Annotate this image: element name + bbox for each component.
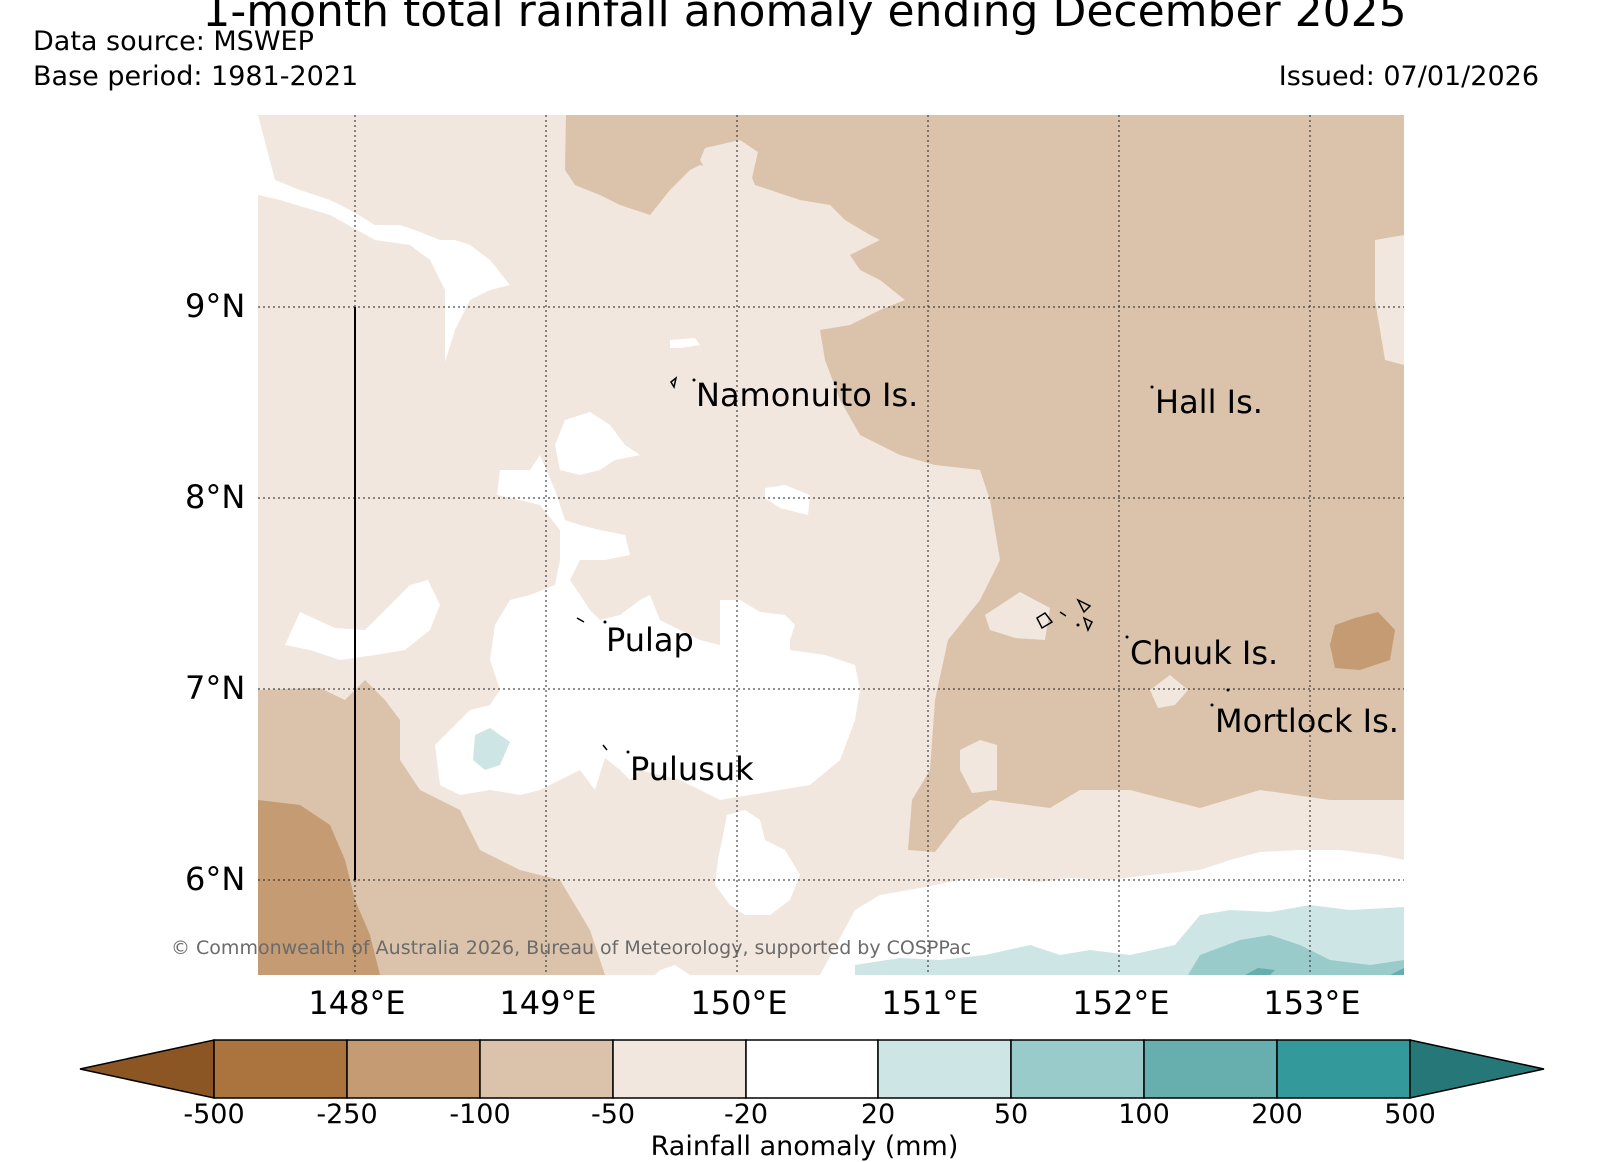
lon-label-148e: 148°E bbox=[308, 984, 406, 1022]
contour-band-near-normal-north-blob bbox=[555, 412, 640, 475]
contour-band-near-normal-west-blob bbox=[285, 580, 440, 660]
pulap-dot bbox=[603, 620, 607, 624]
contour-band-minus50-pocket bbox=[700, 140, 758, 186]
base-period-label: Base period: 1981-2021 bbox=[33, 61, 359, 92]
colorbar-tick: -100 bbox=[449, 1099, 511, 1130]
map-title: 1-month total rainfall anomaly ending De… bbox=[202, 0, 1407, 37]
colorbar-label: Rainfall anomaly (mm) bbox=[650, 1131, 959, 1162]
contour-band-minus50-chuuk-small bbox=[1150, 675, 1188, 708]
place-label-namonuito: Namonuito Is. bbox=[696, 376, 919, 414]
contour-band-minus250-east bbox=[1330, 612, 1395, 670]
contour-band-near-normal-south bbox=[715, 810, 800, 915]
contour-band-minus50-south-pocket bbox=[960, 740, 997, 793]
mortlock-dot bbox=[1210, 703, 1214, 707]
namonuito-dot bbox=[692, 378, 696, 382]
colorbar-extend-high bbox=[1409, 1039, 1545, 1099]
colorbar-tick: -20 bbox=[723, 1099, 769, 1130]
contour-band-plus100-edge bbox=[1390, 968, 1404, 975]
colorbar-tick: 200 bbox=[1251, 1099, 1303, 1130]
lat-label-7n: 7°N bbox=[185, 669, 246, 707]
lat-label-9n: 9°N bbox=[185, 287, 246, 325]
colorbar-tick: 20 bbox=[860, 1099, 896, 1130]
hall-dot bbox=[1150, 385, 1154, 389]
lat-label-8n: 8°N bbox=[185, 478, 246, 516]
chuuk-outline bbox=[1036, 598, 1094, 632]
colorbar-bin-2 bbox=[346, 1039, 481, 1099]
lat-label-6n: 6°N bbox=[185, 860, 246, 898]
colorbar-tick: 100 bbox=[1118, 1099, 1170, 1130]
colorbar-bin-8 bbox=[1143, 1039, 1278, 1099]
contour-band-minus250-southwest bbox=[258, 800, 380, 975]
colorbar-bin-4 bbox=[612, 1039, 747, 1099]
colorbar-bin-9 bbox=[1276, 1039, 1411, 1099]
contour-band-minus100-north bbox=[565, 115, 1404, 852]
place-label-mortlock: Mortlock Is. bbox=[1215, 702, 1399, 740]
contour-band-plus100-southeast bbox=[1245, 968, 1275, 975]
pulusuk-outline bbox=[602, 744, 608, 751]
pulap-outline bbox=[576, 617, 585, 623]
copyright-notice: © Commonwealth of Australia 2026, Bureau… bbox=[171, 937, 972, 959]
place-label-chuuk: Chuuk Is. bbox=[1130, 634, 1279, 672]
place-label-pulusuk: Pulusuk bbox=[630, 750, 754, 788]
lon-label-152e: 152°E bbox=[1072, 984, 1170, 1022]
colorbar-bin-1 bbox=[213, 1039, 348, 1099]
lon-label-150e: 150°E bbox=[690, 984, 788, 1022]
colorbar-tick: -500 bbox=[183, 1099, 245, 1130]
colorbar-tick: -50 bbox=[590, 1099, 636, 1130]
chuuk-dot-2 bbox=[1076, 623, 1080, 627]
contour-band-near-normal-east-strip bbox=[765, 485, 810, 515]
colorbar-tick: 500 bbox=[1384, 1099, 1436, 1130]
rainfall-anomaly-contours bbox=[258, 115, 1404, 975]
colorbar-extend-low bbox=[79, 1039, 215, 1099]
contour-band-near-normal-bottom bbox=[655, 965, 690, 975]
place-label-hall: Hall Is. bbox=[1155, 383, 1263, 421]
island-dots bbox=[603, 378, 1230, 754]
island-outlines bbox=[576, 376, 1094, 751]
colorbar-bin-3 bbox=[479, 1039, 614, 1099]
lon-label-149e: 149°E bbox=[499, 984, 597, 1022]
contour-band-minus50-chuuk bbox=[985, 592, 1050, 640]
data-source-label: Data source: MSWEP bbox=[33, 26, 314, 57]
colorbar-bin-6 bbox=[877, 1039, 1012, 1099]
contour-band-plus20-west bbox=[473, 728, 510, 770]
lon-label-153e: 153°E bbox=[1263, 984, 1361, 1022]
place-label-pulap: Pulap bbox=[606, 621, 694, 659]
colorbar-bin-7 bbox=[1010, 1039, 1145, 1099]
contour-band-minus50-east bbox=[1375, 235, 1404, 365]
colorbar bbox=[79, 1039, 1545, 1099]
pulusuk-dot bbox=[626, 750, 630, 754]
colorbar-tick: 50 bbox=[993, 1099, 1029, 1130]
issued-date-label: Issued: 07/01/2026 bbox=[1278, 61, 1539, 92]
lon-label-151e: 151°E bbox=[881, 984, 979, 1022]
contour-band-near-normal-small-north bbox=[670, 338, 700, 348]
contour-band-near-normal-northwest bbox=[258, 115, 510, 362]
mortlock-dot-2 bbox=[1226, 688, 1230, 692]
contour-band-plus50-southeast bbox=[1188, 935, 1404, 975]
contour-band-near-normal-central bbox=[435, 455, 860, 800]
colorbar-bin-5 bbox=[745, 1039, 879, 1099]
chuuk-dot bbox=[1125, 635, 1129, 639]
namonuito-outline bbox=[670, 376, 678, 389]
colorbar-tick: -250 bbox=[316, 1099, 378, 1130]
